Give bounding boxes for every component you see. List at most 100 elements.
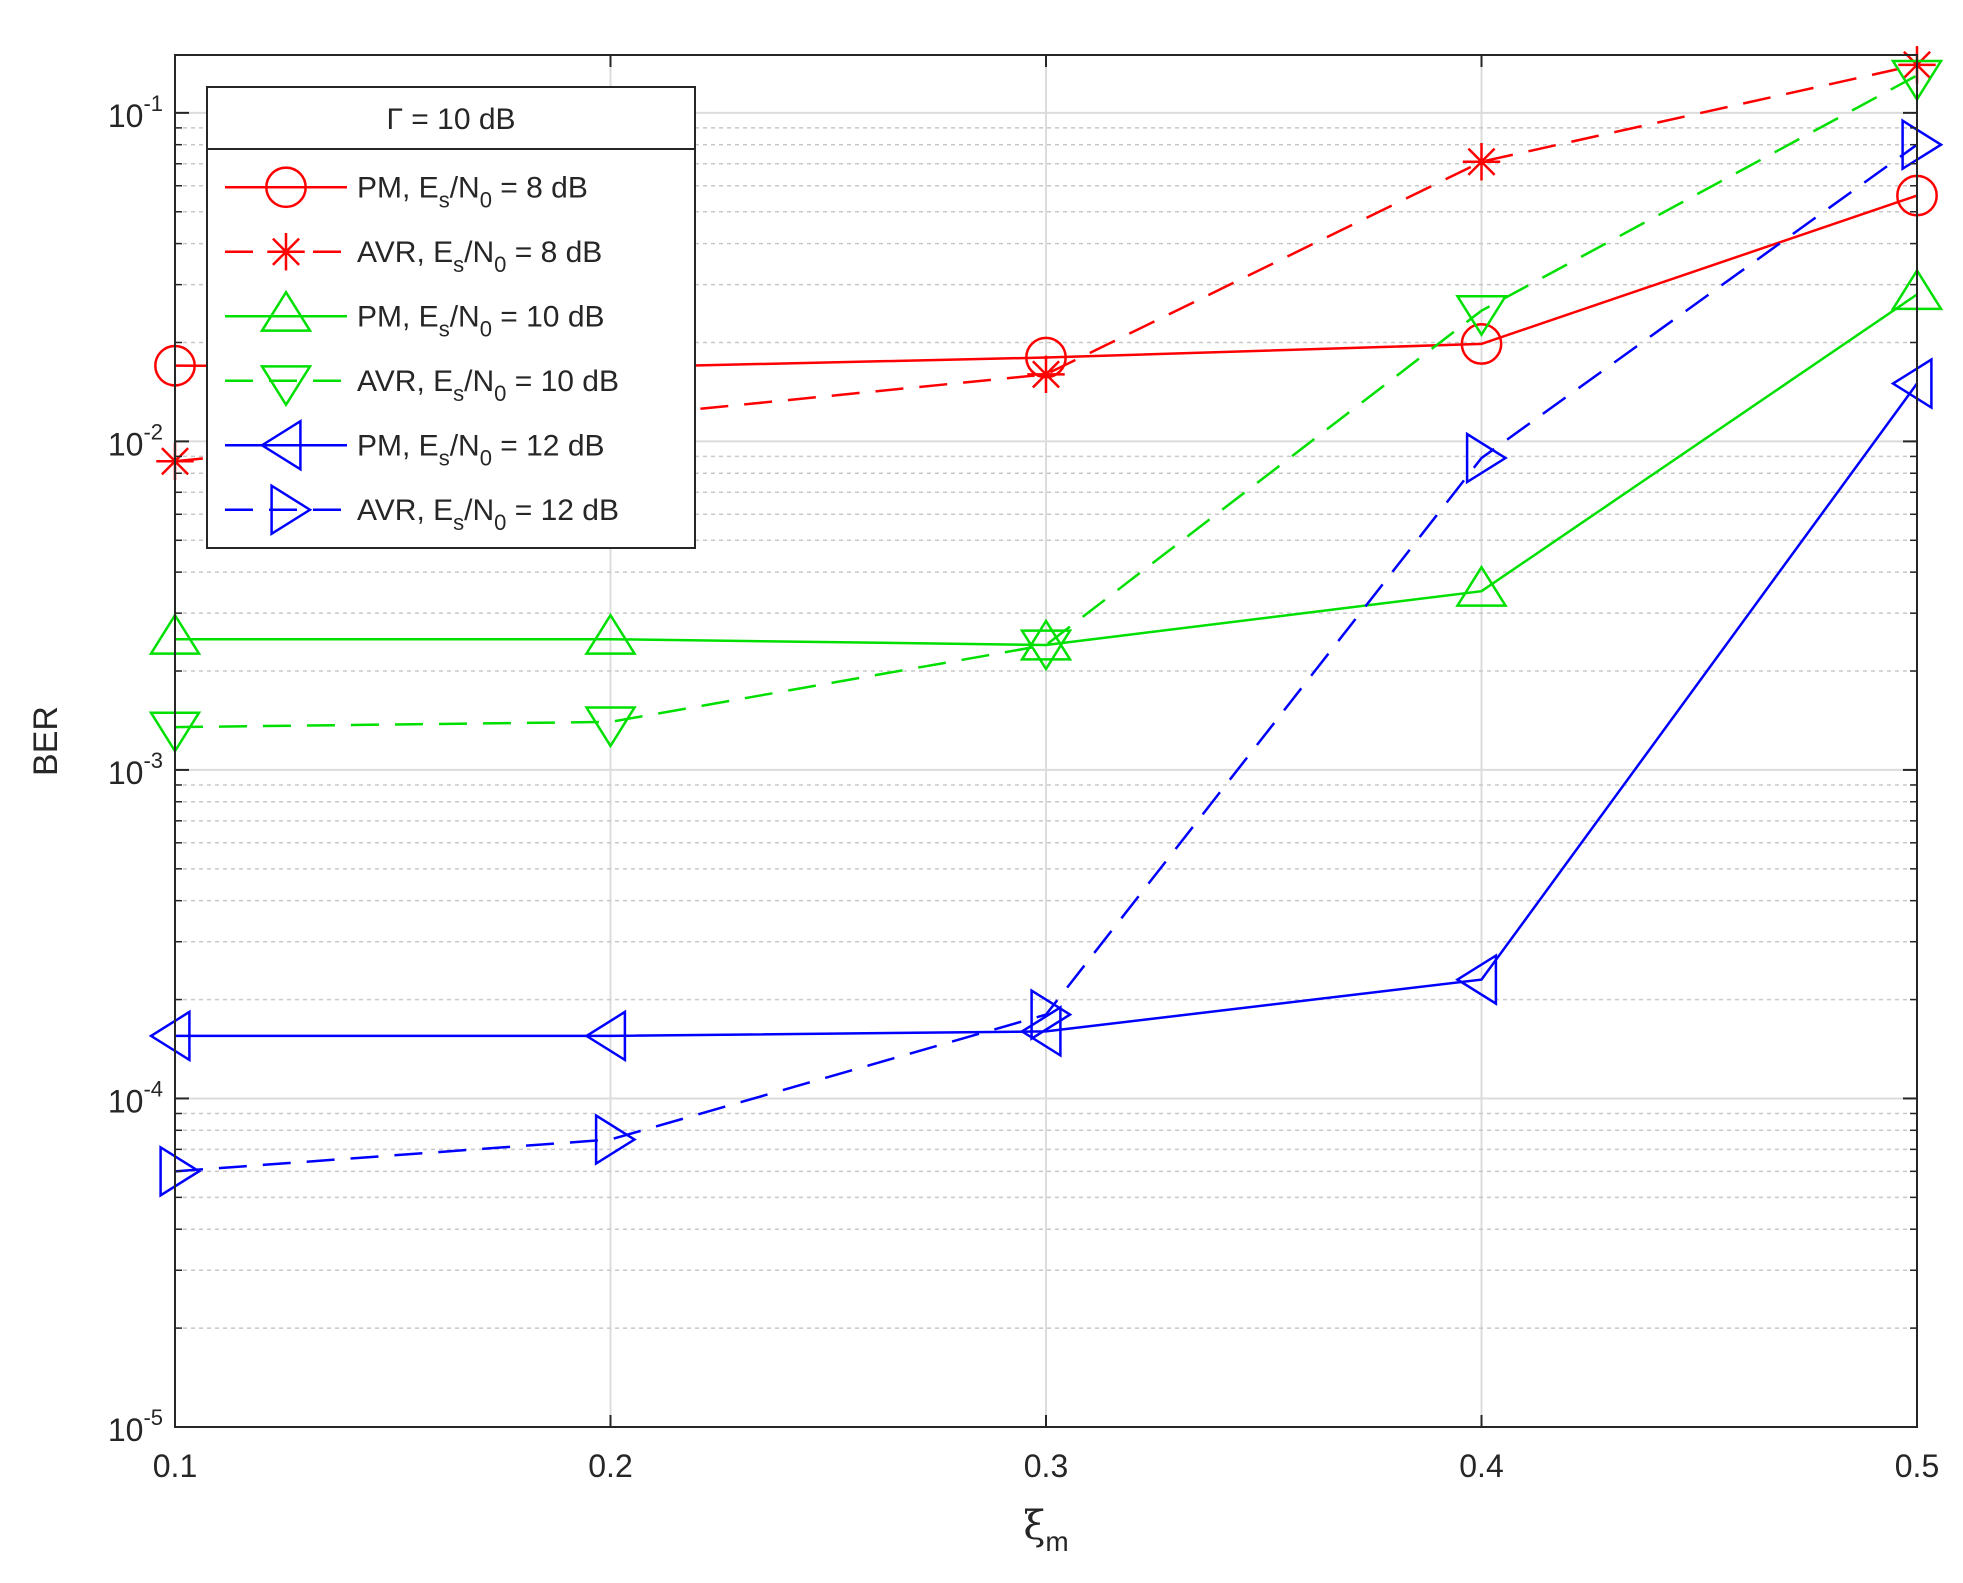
data-point [1462,143,1501,181]
legend-label-part: s [439,445,450,470]
y-tick-exponent: -4 [143,1076,163,1101]
data-point [159,1145,202,1198]
data-point [1030,988,1073,1041]
x-tick-label: 0.1 [153,1448,197,1484]
x-axis-label-main: ξ [1023,1503,1045,1549]
data-point [1455,564,1508,607]
data-point [1019,629,1073,672]
legend-label-part: s [439,316,450,341]
legend-label-part: /N [450,171,480,204]
data-point [584,612,637,655]
legend-label-part: AVR, E [357,494,453,527]
data-point [1455,953,1498,1006]
legend-label-part: 0 [480,316,492,341]
series-4 [148,357,1933,1063]
legend-swatch-marker [259,418,302,472]
y-tick-label: 10-1 [108,91,163,134]
y-tick-base: 10 [108,1083,144,1119]
legend-label-part: = 12 dB [506,494,619,527]
legend-label-part: PM, E [357,300,439,333]
legend-label-part: AVR, E [357,236,453,269]
legend-label-part: s [453,510,464,535]
legend-label-part: = 8 dB [506,236,602,269]
legend-label-part: 0 [480,445,492,470]
series-line [174,74,1918,729]
legend-swatch-marker [270,483,313,537]
legend-swatch-marker [259,289,313,332]
legend-label-part: PM, E [357,429,439,462]
data-point [1901,118,1944,171]
y-tick-label: 10-4 [108,1076,163,1119]
legend-swatch-marker [259,365,313,408]
data-point [1460,322,1503,365]
legend-label: AVR, Es/N0 = 8 dB [357,236,602,277]
data-point [1465,431,1508,485]
legend-label: PM, Es/N0 = 8 dB [357,171,588,212]
legend-swatch-marker [267,233,305,271]
data-point [584,1009,627,1063]
data-point [1455,295,1508,338]
x-axis-label: ξm [1023,1503,1068,1557]
legend-entry-0: PM, Es/N0 = 8 dB [225,166,588,212]
y-tick-label: 10-5 [108,1405,163,1448]
legend-label-part: s [453,252,464,277]
y-tick-base: 10 [108,1412,144,1448]
legend-label-part: /N [464,365,494,398]
legend-label-part: /N [450,429,480,462]
legend-label-part: = 10 dB [506,365,619,398]
series-5 [159,118,1944,1198]
legend-swatch-marker [265,166,307,209]
x-tick-label: 0.3 [1024,1448,1068,1484]
data-point [148,1009,191,1063]
legend-label-part: = 12 dB [492,429,605,462]
legend-label-part: AVR, E [357,365,453,398]
y-axis-label: BER [27,706,65,776]
legend-label: PM, Es/N0 = 10 dB [357,300,605,341]
x-tick-label: 0.5 [1895,1448,1939,1484]
y-tick-exponent: -2 [143,419,163,444]
legend-label-part: = 8 dB [492,171,588,204]
data-point [1027,355,1065,394]
legend-label-part: s [439,187,450,212]
y-tick-base: 10 [108,98,144,134]
y-tick-base: 10 [108,755,144,791]
y-tick-label: 10-3 [108,748,163,791]
legend-label-part: 0 [494,381,506,406]
data-point [1890,357,1933,410]
legend-label-part: 0 [494,252,506,277]
y-tick-exponent: -3 [143,748,163,773]
legend-label-part: 0 [480,187,492,212]
legend-label-part: /N [464,494,494,527]
legend-entry-2: PM, Es/N0 = 10 dB [225,289,605,341]
legend-label-part: /N [464,236,494,269]
legend-label-part: /N [450,300,480,333]
legend-label-part: 0 [494,510,506,535]
x-tick-label: 0.4 [1459,1448,1503,1484]
y-tick-exponent: -5 [143,1405,163,1430]
legend-entry-3: AVR, Es/N0 = 10 dB [225,365,619,408]
data-point [1019,1005,1062,1058]
legend-entry-1: AVR, Es/N0 = 8 dB [225,233,602,277]
data-point [594,1113,637,1166]
legend-label: AVR, Es/N0 = 12 dB [357,494,619,535]
legend-label-part: PM, E [357,171,439,204]
legend-label: AVR, Es/N0 = 10 dB [357,365,619,406]
x-tick-label: 0.2 [588,1448,632,1484]
y-tick-exponent: -1 [143,91,163,116]
axis-labels: ξm BER [27,706,1069,1557]
legend-label: PM, Es/N0 = 12 dB [357,429,605,470]
x-axis-label-sub: m [1045,1526,1068,1557]
series-line [175,382,1919,1038]
legend-entry-4: PM, Es/N0 = 12 dB [225,418,605,472]
legend-label-part: = 10 dB [492,300,605,333]
data-point [584,706,637,749]
y-tick-label: 10-2 [108,419,163,462]
data-point [1019,618,1073,661]
ticks: 0.1 0.2 0.3 0.4 0.510-510-410-310-210-1 [108,55,1939,1484]
legend-label-part: s [453,381,464,406]
legend-title: Γ = 10 dB [386,103,515,136]
legend-entry-5: AVR, Es/N0 = 12 dB [225,483,619,537]
y-tick-base: 10 [108,426,144,462]
